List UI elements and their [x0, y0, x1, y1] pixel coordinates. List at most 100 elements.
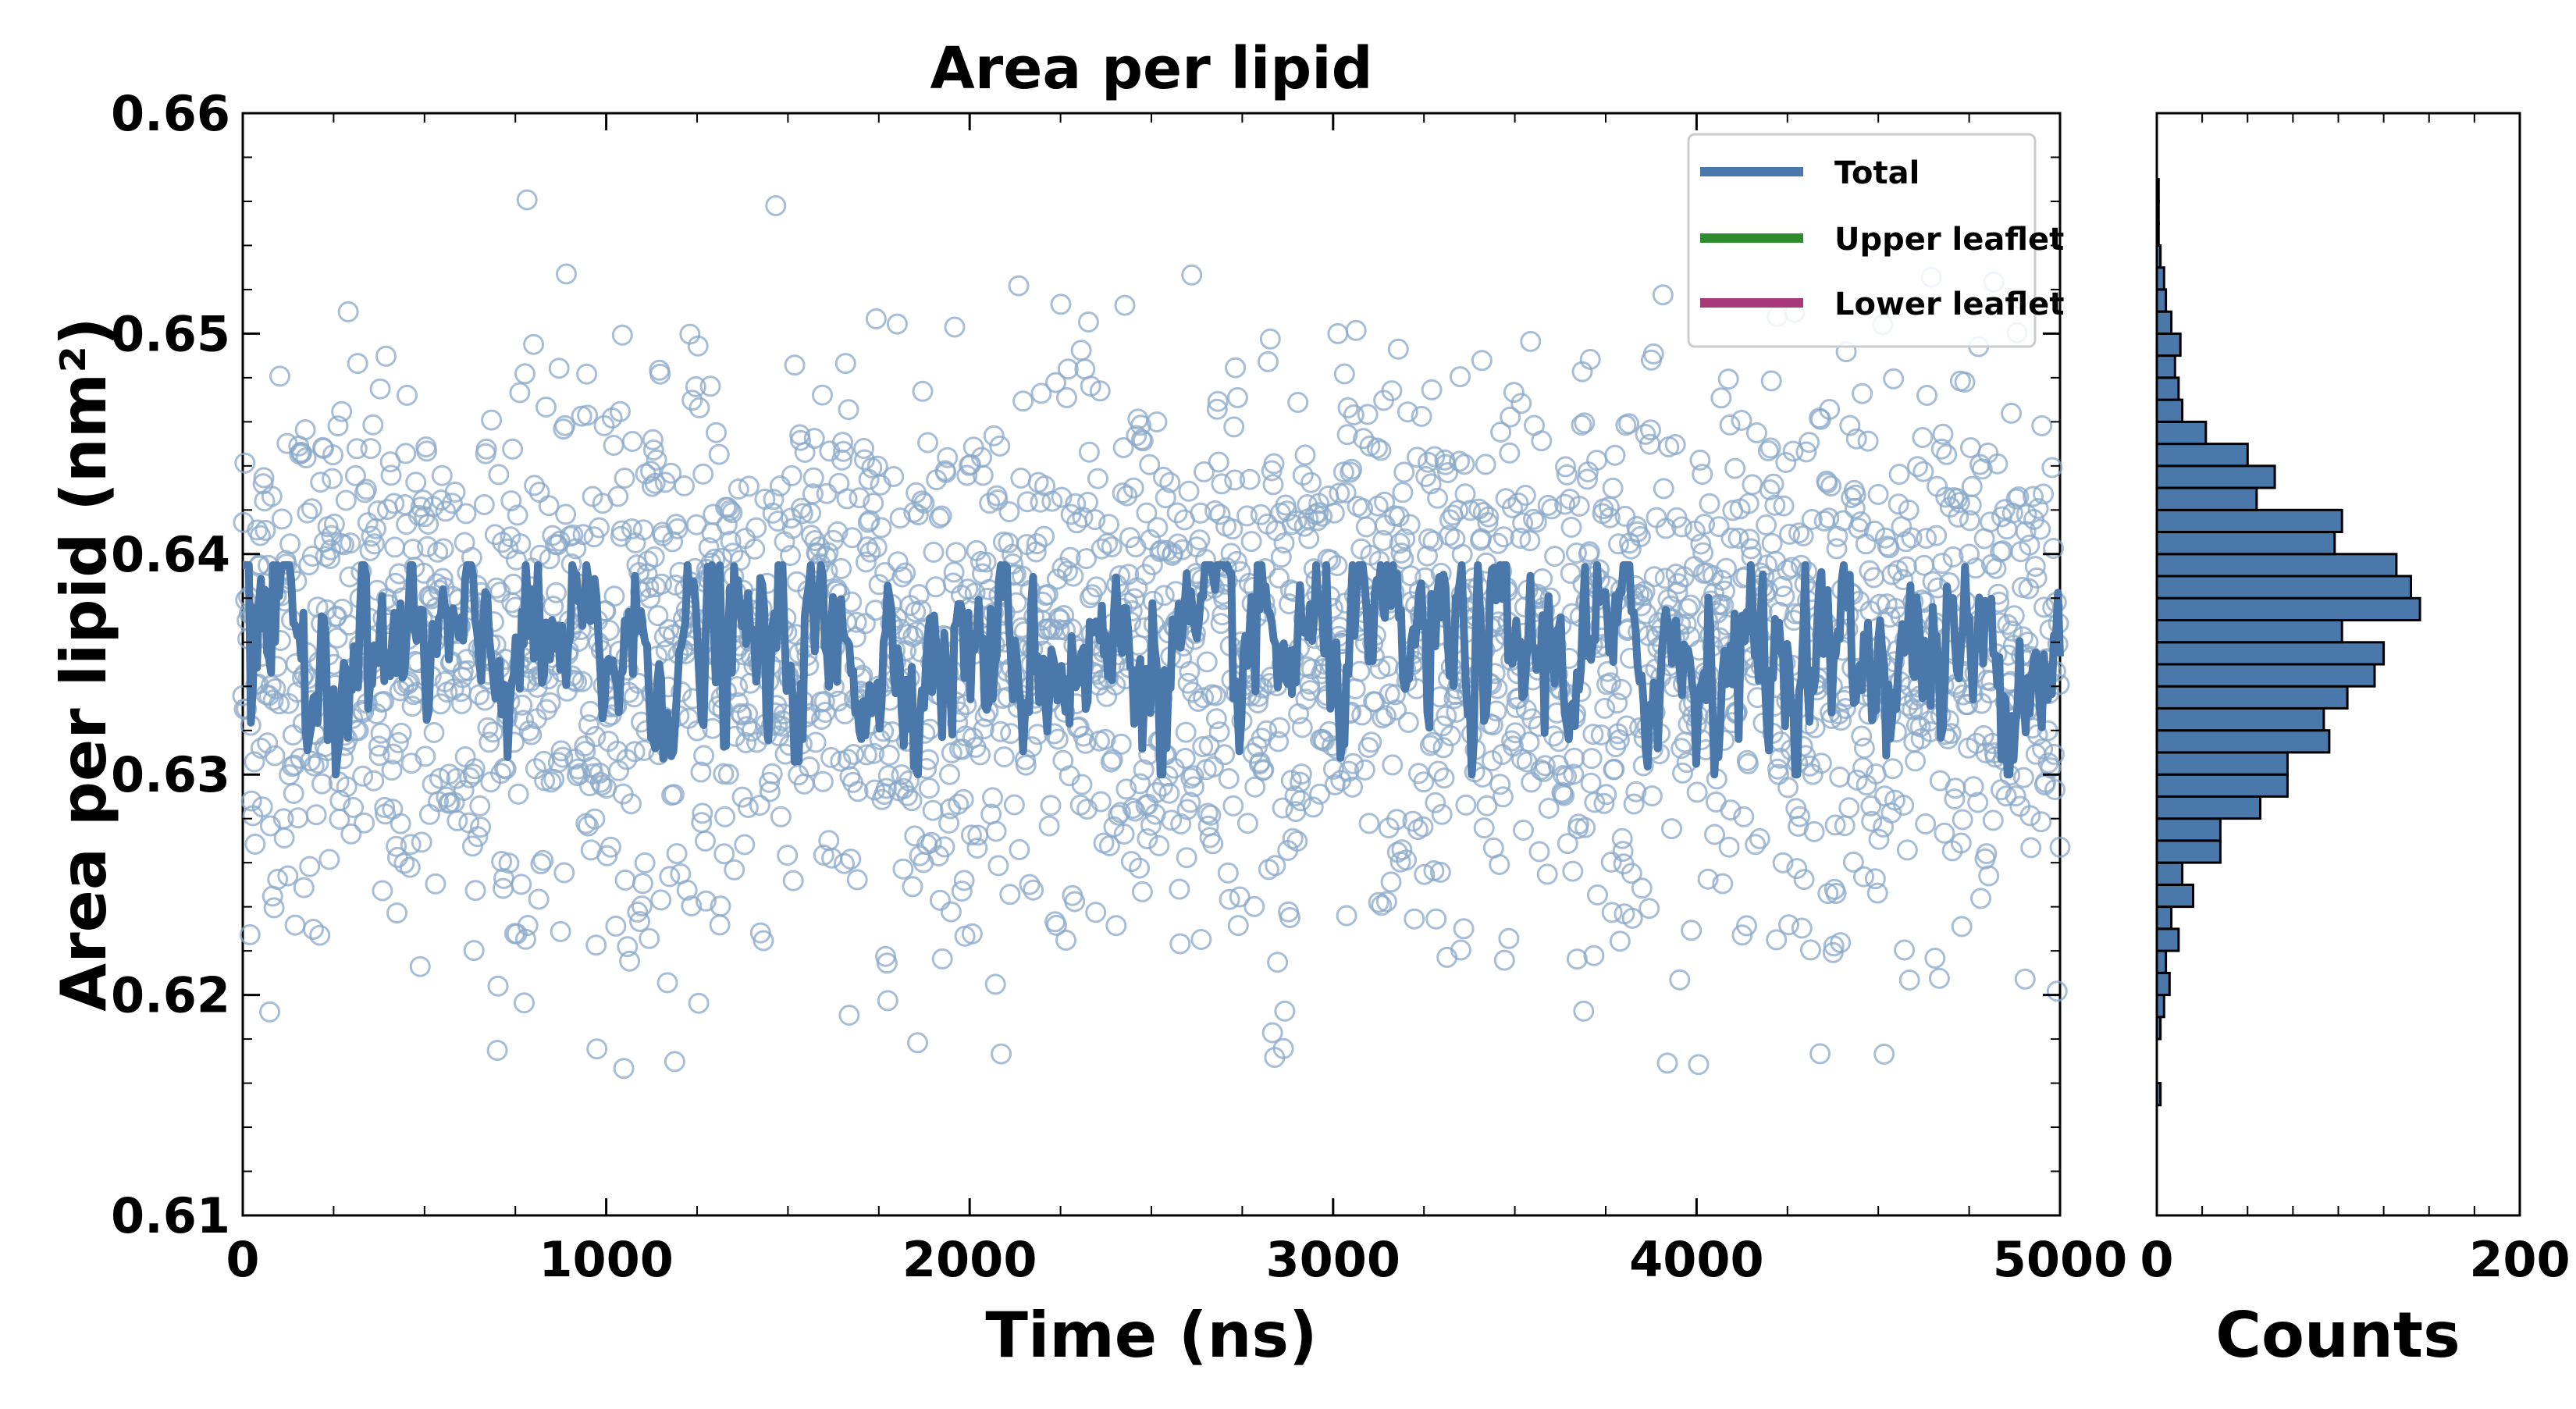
scatter-point: [455, 503, 477, 525]
scatter-point: [1472, 502, 1494, 523]
scatter-point: [1667, 573, 1689, 595]
scatter-point: [267, 868, 289, 890]
scatter-point: [840, 849, 862, 870]
scatter-point: [1130, 415, 1151, 436]
scatter-point: [1573, 1000, 1595, 1022]
scatter-point: [514, 992, 535, 1014]
scatter-point: [265, 678, 286, 699]
scatter-point: [817, 542, 839, 564]
scatter-point: [1267, 952, 1289, 973]
scatter-point: [1381, 380, 1403, 402]
scatter-point: [2033, 483, 2055, 505]
scatter-point: [886, 313, 908, 335]
scatter-point: [1579, 348, 1601, 370]
scatter-point: [1852, 382, 1873, 404]
scatter-point: [1041, 490, 1063, 512]
scatter-point: [1057, 358, 1079, 380]
scatter-point: [617, 659, 639, 681]
scatter-point: [690, 761, 712, 783]
scatter-point: [369, 378, 391, 400]
scatter-point: [397, 384, 418, 406]
scatter-point: [987, 855, 1009, 877]
scatter-point: [987, 489, 1009, 511]
scatter-point: [629, 911, 651, 932]
scatter-point: [1560, 516, 1582, 538]
scatter-point: [855, 551, 877, 573]
scatter-point: [1169, 878, 1190, 900]
scatter-point: [234, 452, 256, 474]
scatter-point: [1757, 440, 1779, 461]
scatter-point: [1455, 794, 1477, 816]
scatter-point: [728, 479, 749, 500]
scatter-point: [1413, 771, 1435, 793]
scatter-point: [1380, 871, 1402, 893]
scatter-point: [539, 692, 561, 713]
scatter-point: [734, 834, 756, 856]
scatter-point: [651, 573, 673, 595]
scatter-point: [1819, 399, 1841, 420]
scatter-point: [1825, 883, 1847, 904]
scatter-point: [658, 619, 680, 641]
scatter-point: [1153, 585, 1175, 607]
scatter-point: [2041, 457, 2063, 479]
scatter-point: [335, 489, 357, 511]
scatter-point: [934, 836, 955, 858]
scatter-point: [695, 830, 716, 852]
scatter-point: [2023, 486, 2044, 507]
scatter-point: [1056, 560, 1078, 582]
scatter-point: [547, 752, 569, 774]
scatter-point: [1471, 350, 1493, 372]
scatter-point: [945, 542, 967, 564]
scatter-point: [295, 447, 317, 469]
scatter-point: [1284, 785, 1306, 807]
scatter-point: [1354, 759, 1375, 781]
scatter-point: [482, 721, 503, 743]
scatter-point: [517, 915, 539, 936]
scatter-point: [1286, 831, 1308, 852]
scatter-point: [616, 749, 638, 770]
scatter-point: [719, 500, 741, 521]
scatter-point: [1290, 790, 1311, 812]
x-tick-label: 0: [226, 1231, 259, 1288]
scatter-point: [319, 548, 341, 570]
scatter-point: [1227, 915, 1249, 937]
scatter-point: [1642, 343, 1664, 365]
scatter-point: [409, 955, 431, 977]
scatter-point: [1714, 580, 1735, 602]
scatter-point: [1290, 763, 1312, 785]
scatter-point: [1915, 813, 1937, 834]
scatter-point: [1896, 839, 1918, 861]
scatter-point: [1820, 475, 1842, 497]
scatter-point: [688, 397, 710, 418]
scatter-point: [1190, 929, 1212, 950]
scatter-point: [1853, 866, 1874, 888]
scatter-point: [401, 696, 423, 717]
scatter-point: [1389, 532, 1411, 554]
scatter-point: [244, 833, 266, 855]
scatter-point: [1202, 833, 1224, 855]
scatter-point: [1077, 311, 1099, 333]
scatter-point: [1489, 774, 1511, 795]
scatter-point: [692, 463, 714, 485]
scatter-point: [2043, 538, 2065, 559]
scatter-point: [780, 545, 801, 567]
scatter-point: [431, 464, 453, 486]
scatter-point: [1888, 464, 1910, 486]
scatter-point: [1372, 529, 1394, 551]
scatter-point: [1090, 791, 1112, 813]
scatter-point: [543, 596, 564, 617]
scatter-point: [1948, 492, 1970, 514]
scatter-point: [1236, 505, 1258, 527]
scatter-point: [305, 804, 327, 826]
scatter-point: [1439, 725, 1461, 747]
scatter-point: [1086, 576, 1108, 598]
scatter-point: [1152, 466, 1174, 488]
scatter-point: [1399, 514, 1421, 535]
scatter-point: [1222, 518, 1244, 540]
scatter-point: [1641, 785, 1663, 807]
scatter-point: [441, 493, 463, 514]
scatter-point: [467, 826, 489, 848]
scatter-point: [1583, 945, 1605, 966]
scatter-point: [831, 557, 852, 579]
scatter-point: [1396, 849, 1417, 871]
